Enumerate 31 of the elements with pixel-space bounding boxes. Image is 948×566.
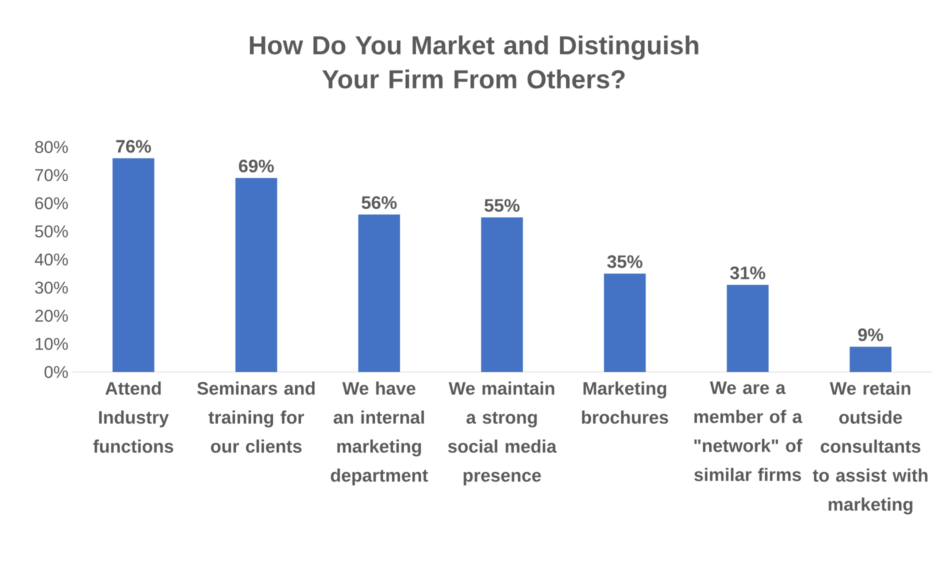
y-tick-label: 50% — [35, 225, 68, 238]
x-tick-label: We have an internal marketing department — [330, 382, 428, 486]
y-tick-label: 70% — [35, 169, 68, 182]
data-label: 31% — [730, 266, 766, 280]
x-tick-label: Attend Industry functions — [93, 382, 174, 453]
data-label: 35% — [607, 255, 642, 268]
bar — [481, 217, 523, 372]
x-tick-label: Marketing brochures — [582, 382, 668, 424]
y-tick-label: 0% — [44, 366, 68, 378]
data-label: 69% — [238, 160, 274, 172]
bar — [235, 178, 278, 372]
y-tick-label: 60% — [35, 197, 68, 210]
chart-title: How Do You Market and Distinguish Your Firm From Others? — [250, 35, 698, 89]
bar — [358, 214, 400, 372]
bar — [850, 346, 892, 372]
y-tick-label: 30% — [35, 282, 68, 294]
data-label: 9% — [858, 328, 884, 342]
data-label: 76% — [116, 140, 151, 153]
bar — [726, 284, 769, 372]
bar — [112, 158, 154, 372]
y-tick-label: 10% — [36, 338, 68, 350]
x-tick-label: We maintain a strong social media presence — [448, 382, 557, 486]
x-tick-label: We are a member of a "network" of similar firms — [694, 382, 802, 482]
y-tick-label: 20% — [35, 310, 68, 322]
y-tick-label: 80% — [35, 140, 68, 154]
y-tick-label: 40% — [34, 253, 68, 266]
bar — [604, 274, 646, 372]
x-tick-label: We retain outside consultants to assist with marketing — [812, 382, 928, 514]
data-label: 55% — [484, 199, 520, 212]
data-label: 56% — [362, 196, 397, 209]
x-tick-label: Seminars and training for our clients — [197, 382, 315, 453]
